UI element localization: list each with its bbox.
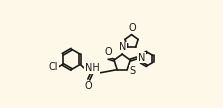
Text: O: O bbox=[104, 47, 112, 57]
Text: S: S bbox=[129, 66, 135, 76]
Text: N: N bbox=[138, 53, 145, 63]
Text: O: O bbox=[128, 23, 136, 33]
Text: Cl: Cl bbox=[49, 62, 58, 72]
Text: N: N bbox=[119, 42, 126, 52]
Text: NH: NH bbox=[85, 63, 99, 73]
Text: O: O bbox=[85, 81, 92, 91]
